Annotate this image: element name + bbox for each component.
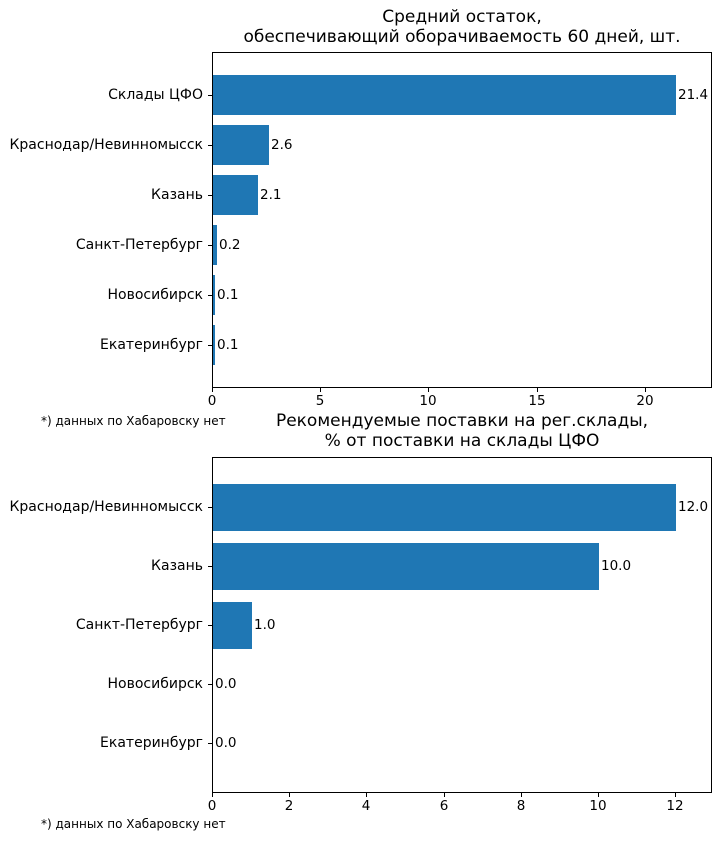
chart-title-bottom-line-2: % от поставки на склады ЦФО (324, 431, 600, 451)
x-tick (289, 793, 290, 797)
bar-value-label: 0.1 (217, 287, 239, 303)
x-tick-label: 15 (528, 393, 546, 409)
bar-2 (213, 175, 258, 215)
x-tick (675, 793, 676, 797)
y-tick (208, 345, 212, 346)
y-tick (208, 507, 212, 508)
category-label: Краснодар/Невинномысск (9, 137, 203, 153)
x-tick (320, 388, 321, 392)
bar-value-label: 1.0 (254, 617, 276, 633)
chart-title-top: Средний остаток, обеспечивающий оборачива… (212, 7, 712, 47)
category-label: Санкт-Петербург (75, 617, 203, 633)
y-tick (208, 295, 212, 296)
y-tick (208, 625, 212, 626)
bar-value-label: 10.0 (601, 558, 632, 574)
bar-3 (213, 225, 217, 265)
bar-0 (213, 484, 676, 531)
x-tick (444, 793, 445, 797)
bar-4 (213, 275, 215, 315)
bar-5 (213, 325, 215, 365)
category-label: Казань (151, 187, 203, 203)
y-tick (208, 743, 212, 744)
x-tick (212, 793, 213, 797)
bar-1 (213, 125, 269, 165)
category-label: Казань (151, 558, 203, 574)
x-tick-label: 10 (589, 798, 607, 814)
x-tick-label: 8 (516, 798, 526, 814)
category-label: Краснодар/Невинномысск (9, 499, 203, 515)
category-label: Новосибирск (107, 676, 203, 692)
bar-value-label: 12.0 (678, 499, 709, 515)
category-label: Склады ЦФО (108, 87, 203, 103)
chart-title-top-line-1: Средний остаток, (382, 7, 542, 27)
bar-value-label: 0.0 (215, 735, 237, 751)
category-label: Екатеринбург (100, 735, 203, 751)
y-tick (208, 145, 212, 146)
x-tick-label: 5 (315, 393, 325, 409)
chart-title-top-line-2: обеспечивающий оборачиваемость 60 дней, … (243, 27, 681, 47)
x-tick (212, 388, 213, 392)
x-tick (645, 388, 646, 392)
x-tick-label: 20 (636, 393, 654, 409)
x-tick-label: 10 (419, 393, 437, 409)
y-tick (208, 195, 212, 196)
bar-1 (213, 543, 599, 590)
x-tick (366, 793, 367, 797)
x-tick-label: 2 (284, 798, 294, 814)
x-tick-label: 0 (207, 798, 217, 814)
category-label: Новосибирск (107, 287, 203, 303)
category-label: Екатеринбург (100, 337, 203, 353)
chart-title-bottom: Рекомендуемые поставки на рег.склады,% о… (212, 411, 712, 451)
x-tick-label: 6 (439, 798, 449, 814)
x-tick-label: 4 (361, 798, 371, 814)
y-tick (208, 684, 212, 685)
bar-2 (213, 602, 252, 649)
chart-title-bottom-line-1: Рекомендуемые поставки на рег.склады, (275, 411, 649, 431)
footnote-bottom: *) данных по Хабаровску нет (41, 817, 226, 831)
bar-0 (213, 75, 676, 115)
bar-value-label: 0.0 (215, 676, 237, 692)
bar-value-label: 0.2 (219, 237, 241, 253)
y-tick (208, 95, 212, 96)
bar-value-label: 2.6 (271, 137, 293, 153)
bar-value-label: 0.1 (217, 337, 239, 353)
y-tick (208, 566, 212, 567)
x-tick-label: 0 (207, 393, 217, 409)
x-tick (428, 388, 429, 392)
bar-value-label: 2.1 (260, 187, 282, 203)
x-tick (598, 793, 599, 797)
bar-value-label: 21.4 (678, 87, 709, 103)
y-tick (208, 245, 212, 246)
category-label: Санкт-Петербург (75, 237, 203, 253)
x-tick (521, 793, 522, 797)
x-tick (537, 388, 538, 392)
footnote-top: *) данных по Хабаровску нет (41, 414, 226, 428)
x-tick-label: 12 (666, 798, 684, 814)
